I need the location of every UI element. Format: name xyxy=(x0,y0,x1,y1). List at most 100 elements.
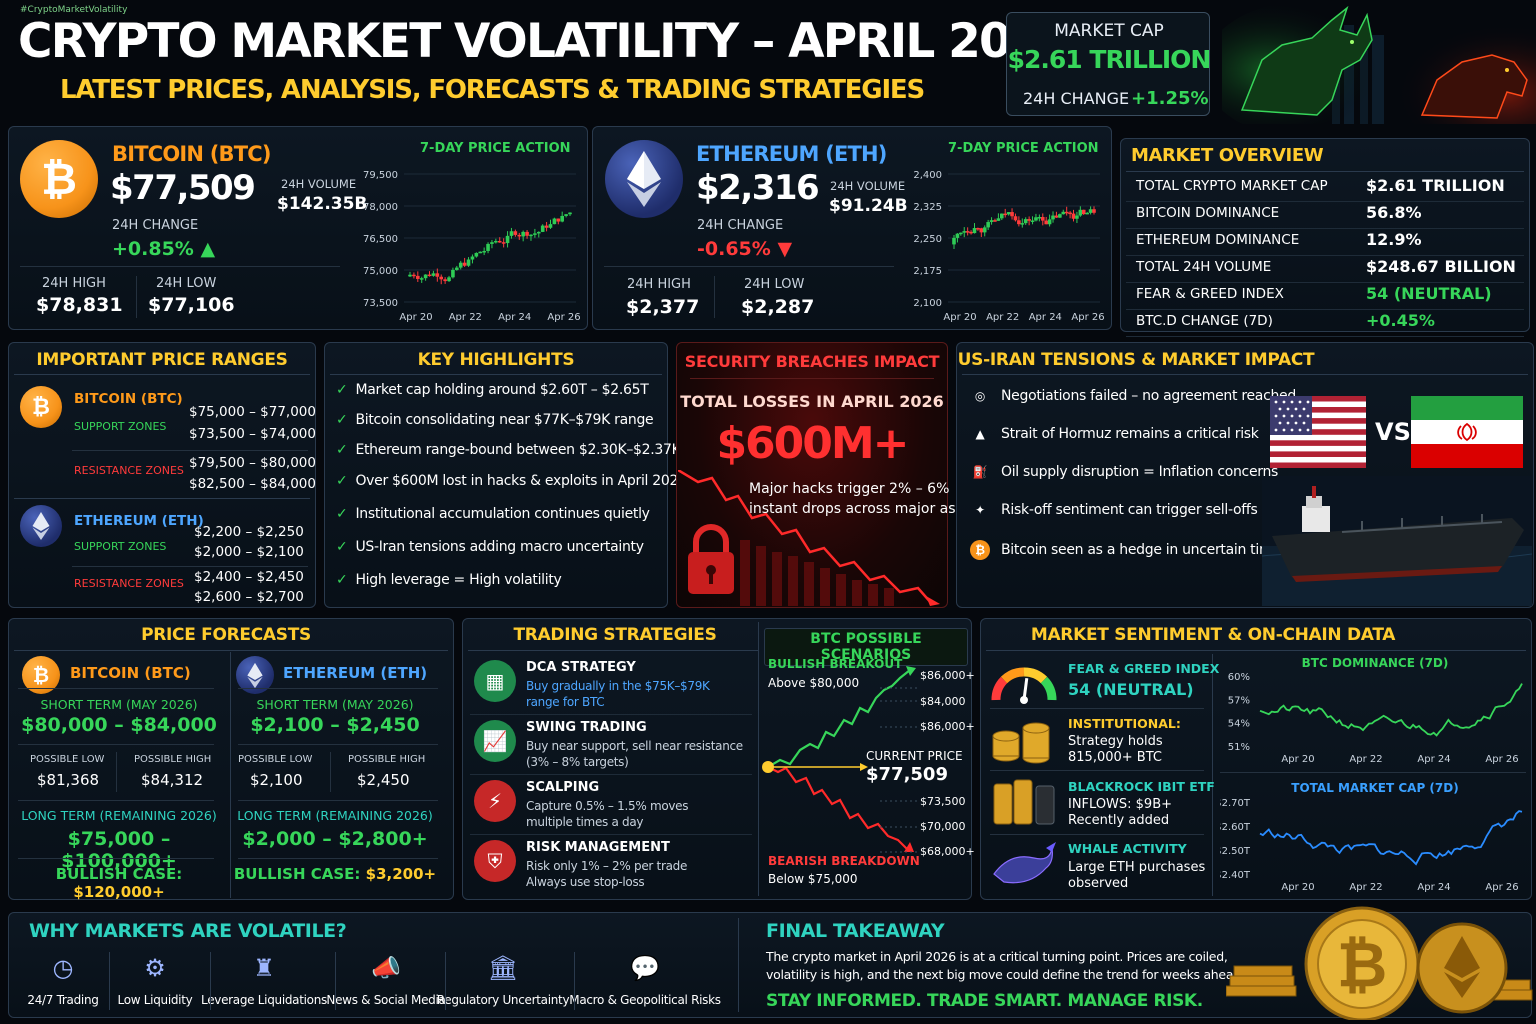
geo-item-text: Negotiations failed – no agreement reach… xyxy=(1001,388,1296,404)
btc-high-label: 24H HIGH xyxy=(42,276,106,291)
x-tick-label: Apr 20 xyxy=(1281,882,1314,893)
fc-eth-long-value: $2,000 – $2,800+ xyxy=(242,828,428,850)
highlight-item: ✓ Market cap holding around $2.60T – $2.6… xyxy=(336,382,649,398)
divider xyxy=(238,744,438,745)
candle-body xyxy=(1081,209,1086,215)
bull-bear-illustration xyxy=(1222,0,1536,124)
x-tick-label: Apr 26 xyxy=(1485,754,1518,765)
strategy-desc-1: Buy near support, sell near resistance xyxy=(526,739,743,753)
fc-eth-low-value: $2,100 xyxy=(250,771,303,789)
eth-change-text: -0.65% xyxy=(697,238,771,260)
ranges-eth-support-label: SUPPORT ZONES xyxy=(74,540,167,553)
highlight-text: US-Iran tensions adding macro uncertaint… xyxy=(355,539,644,555)
candle-body xyxy=(556,218,561,222)
strategy-name: DCA STRATEGY xyxy=(526,660,636,675)
ranges-eth-support-1: $2,200 – $2,250 xyxy=(194,524,304,540)
overview-row: TOTAL CRYPTO MARKET CAP $2.61 TRILLION xyxy=(1126,176,1524,202)
divider xyxy=(470,834,752,835)
fc-eth-name: ETHEREUM (ETH) xyxy=(283,664,428,682)
divider xyxy=(109,952,110,1010)
overview-row: ETHEREUM DOMINANCE 12.9% xyxy=(1126,230,1524,256)
candle-body xyxy=(1061,211,1066,215)
x-tick-label: Apr 26 xyxy=(1071,312,1104,323)
candle-body xyxy=(1010,212,1014,217)
candle-body xyxy=(462,262,467,266)
chart-icon: 📈 xyxy=(474,720,516,762)
calendar-icon: ▦ xyxy=(474,660,516,702)
checkmark-icon: ✓ xyxy=(336,442,348,458)
scenario-bull-level-3: $86,000+ xyxy=(920,720,975,733)
candle-body xyxy=(959,232,963,235)
eth-high-value: $2,377 xyxy=(626,296,700,318)
y-tick-label: 54% xyxy=(1228,719,1250,730)
candle-body xyxy=(443,279,447,282)
header-change-value: +1.25% xyxy=(1131,88,1209,109)
y-tick-label: $2.60T xyxy=(1220,822,1251,833)
series-line xyxy=(1259,810,1523,866)
y-tick-label: 51% xyxy=(1228,742,1250,753)
highlight-text: Over $600M lost in hacks & exploits in A… xyxy=(355,473,687,489)
eth-price-card xyxy=(592,126,1112,330)
x-tick-label: Apr 22 xyxy=(1349,754,1382,765)
whale-label: WHALE ACTIVITY xyxy=(1068,841,1187,856)
divider xyxy=(990,708,1204,709)
strategy-desc-2: (3% – 8% targets) xyxy=(526,755,629,769)
divider xyxy=(18,858,214,859)
page-title: CRYPTO MARKET VOLATILITY – APRIL 2026 xyxy=(18,14,1074,69)
x-tick-label: Apr 20 xyxy=(943,312,976,323)
ranges-eth-resistance-label: RESISTANCE ZONES xyxy=(74,577,184,590)
hashtag: #CryptoMarketVolatility xyxy=(20,5,128,15)
volatile-title: WHY MARKETS ARE VOLATILE? xyxy=(29,920,347,942)
price-forecasts-panel xyxy=(8,618,454,900)
divider xyxy=(714,276,715,318)
clock-icon: ◷ xyxy=(52,954,74,982)
candle-body xyxy=(435,273,440,277)
strategy-name: SWING TRADING xyxy=(526,720,647,735)
overview-row-value: $248.67 BILLION xyxy=(1366,257,1516,276)
highlight-text: Institutional accumulation continues qui… xyxy=(355,506,650,522)
inst-line2: 815,000+ BTC xyxy=(1068,750,1162,765)
y-tick-label: 2,175 xyxy=(913,266,942,277)
fc-eth-bull-label: BULLISH CASE: xyxy=(233,865,361,883)
market-cap-value: $2.61 TRILLION xyxy=(1007,45,1212,74)
candle-body xyxy=(490,242,494,244)
price-ranges-panel xyxy=(8,342,316,608)
fg-value: 54 (NEUTRAL) xyxy=(1068,680,1194,699)
security-subtitle: TOTAL LOSSES IN APRIL 2026 xyxy=(680,392,944,411)
geo-title: US-IRAN TENSIONS & MARKET IMPACT xyxy=(957,350,1315,370)
takeaway-line1: The crypto market in April 2026 is at a … xyxy=(766,949,1228,964)
cap-chart-title: TOTAL MARKET CAP (7D) xyxy=(1291,781,1459,795)
candle-body xyxy=(1088,209,1093,213)
geo-item-text: Risk-off sentiment can trigger sell-offs xyxy=(1001,502,1258,518)
fc-btc-low-value: $81,368 xyxy=(37,771,100,789)
market-cap-label: MARKET CAP xyxy=(1054,21,1164,41)
fc-btc-low-label: POSSIBLE LOW xyxy=(30,754,105,765)
fc-eth-high-value: $2,450 xyxy=(357,771,410,789)
candle-body xyxy=(544,225,549,228)
candle-body xyxy=(952,237,956,245)
divider xyxy=(238,800,438,801)
security-title: SECURITY BREACHES IMPACT xyxy=(684,352,940,371)
highlights-title: KEY HIGHLIGHTS xyxy=(417,350,575,370)
btc-dominance-chart: 60% 57% 54% 51% Apr 20 Apr 22 Apr 24 Apr 26 xyxy=(1228,672,1523,765)
candle-body xyxy=(494,240,498,243)
divider xyxy=(238,858,438,859)
ranges-eth-name: ETHEREUM (ETH) xyxy=(74,513,204,529)
security-note-1: Major hacks trigger 2% – 6% xyxy=(749,481,950,497)
overview-row-label: BITCOIN DOMINANCE xyxy=(1136,205,1280,221)
candle-body xyxy=(1027,219,1031,221)
globe-chat-icon: 💬 xyxy=(630,954,660,982)
y-tick-label: 2,400 xyxy=(913,170,942,181)
fc-eth-short-label: SHORT TERM (MAY 2026) xyxy=(256,697,414,712)
x-tick-label: Apr 26 xyxy=(1485,882,1518,893)
ethereum-diamond-icon xyxy=(627,151,661,207)
fc-eth-long-label: LONG TERM (REMAINING 2026) xyxy=(237,808,433,823)
etf-line2: Recently added xyxy=(1068,813,1170,828)
y-tick-label: $2.70T xyxy=(1220,798,1251,809)
divider xyxy=(230,652,231,898)
strategy-desc-2: range for BTC xyxy=(526,695,605,709)
fc-eth-low-label: POSSIBLE LOW xyxy=(238,754,313,765)
candle-body xyxy=(1003,213,1008,216)
ranges-eth-resistance-2: $2,600 – $2,700 xyxy=(194,589,304,605)
candle-body xyxy=(478,251,483,254)
